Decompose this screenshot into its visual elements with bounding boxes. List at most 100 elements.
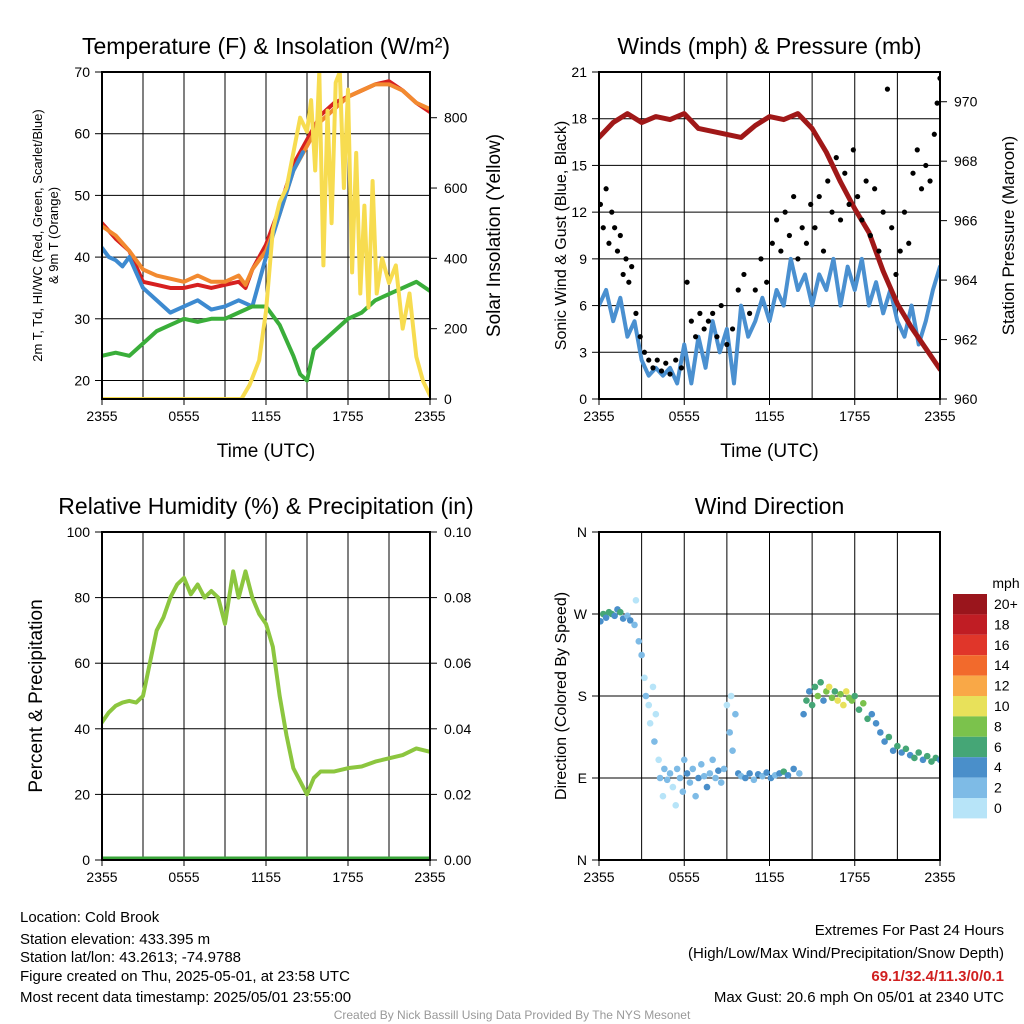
y2-tick-label: 968 [954,153,978,169]
direction-point [617,608,624,616]
gust-point [854,193,861,200]
direction-point [729,747,736,754]
gust-point [786,232,792,239]
direction-point [837,690,844,698]
location-text: Location: Cold Brook [20,909,160,926]
colorbar-label: 8 [994,718,1002,734]
chart-panel-1: Temperature (F) & Insolation (W/m²)2355 0… [30,33,505,462]
extremes-subheading: (High/Low/Max Wind/Precipitation/Snow De… [688,945,1004,962]
gust-point [600,225,606,231]
gust-point [872,186,878,192]
gust-point [893,271,899,278]
direction-point [784,771,792,779]
plot-area [102,569,430,860]
y-tick-label: 50 [74,187,90,203]
direction-point [641,674,648,682]
x-tick-label: 1755 [839,869,870,885]
direction-point [800,710,807,718]
colorbar-swatch [953,696,987,717]
gust-point [633,310,639,316]
chart-panel-3: Relative Humidity (%) & Precipitation (i… [26,493,474,885]
x-tick-label: 2355 [414,408,445,424]
gust-point [603,186,609,192]
direction-point [686,779,694,786]
y2-tick-label: 800 [444,110,468,126]
direction-point [877,729,884,736]
y-tick-label: 60 [74,126,90,142]
gust-point [620,271,626,278]
y-tick-label: 20 [74,786,90,802]
recent-timestamp-text: Most recent data timestamp: 2025/05/01 2… [20,989,351,1006]
direction-point [626,617,634,624]
direction-point [695,774,702,782]
direction-point [717,779,725,786]
series-line-hi-wc [102,150,305,315]
y-tick-label: 60 [74,655,90,671]
colorbar-swatch [953,655,987,676]
gust-point [803,240,810,246]
direction-point [911,754,918,762]
direction-point [673,765,681,773]
direction-point [803,697,810,704]
gust-point [658,368,665,374]
gust-point [747,310,753,316]
gust-point [859,217,865,223]
y-tick-label: 40 [74,721,90,737]
direction-point [712,774,719,782]
y-tick-label: 0 [579,391,587,407]
direction-point [808,701,816,709]
series-line-rh [102,569,430,797]
gust-point [812,225,818,231]
gust-point [769,240,775,246]
direction-point [635,638,643,645]
x-tick-label: 2355 [924,869,955,885]
direction-point [814,692,822,700]
direction-point [651,738,658,745]
direction-point [602,614,610,621]
y-tick-label: 9 [579,251,587,267]
colorbar-label: 14 [994,657,1010,673]
plot-area [599,75,940,386]
direction-point [663,776,671,784]
direction-point [868,710,876,718]
direction-point [872,720,880,727]
gust-point [799,225,805,231]
gust-point [774,217,780,223]
x-tick-label: 2355 [414,869,445,885]
gust-point [629,264,635,270]
gust-point [617,232,623,239]
gust-point [918,186,925,192]
y2-tick-label: 0.10 [444,524,471,540]
gust-point [599,201,604,207]
direction-point [864,715,871,723]
colorbar-swatch [953,634,987,656]
y2-tick-label: 0.06 [444,655,471,671]
y-tick-label: 70 [74,64,90,80]
colorbar-swatch [953,798,987,819]
extremes-values: 69.1/32.4/11.3/0/0.1 [871,968,1004,985]
x-tick-label: 1155 [251,408,281,424]
x-tick-label: 1755 [839,408,870,424]
plot-area [102,72,430,399]
gust-point [614,248,621,254]
direction-point [923,752,931,760]
gust-point [612,225,618,231]
y-tick-label: N [577,852,587,868]
colorbar-label: 18 [994,616,1010,632]
gust-point [606,240,612,246]
direction-point [599,617,604,625]
y-tick-label: 3 [579,344,587,360]
x-axis-label: Time (UTC) [217,441,316,462]
plot-frame [101,531,431,861]
gust-point [688,318,694,324]
direction-point [703,783,711,791]
direction-point [817,679,824,686]
y2-tick-label: 964 [954,272,978,288]
direction-point [894,742,901,750]
gust-point [684,279,690,285]
colorbar-label: 2 [994,780,1002,796]
gust-point [923,162,929,169]
gust-point [609,209,615,215]
direction-point [683,770,691,777]
direction-point [698,761,705,768]
